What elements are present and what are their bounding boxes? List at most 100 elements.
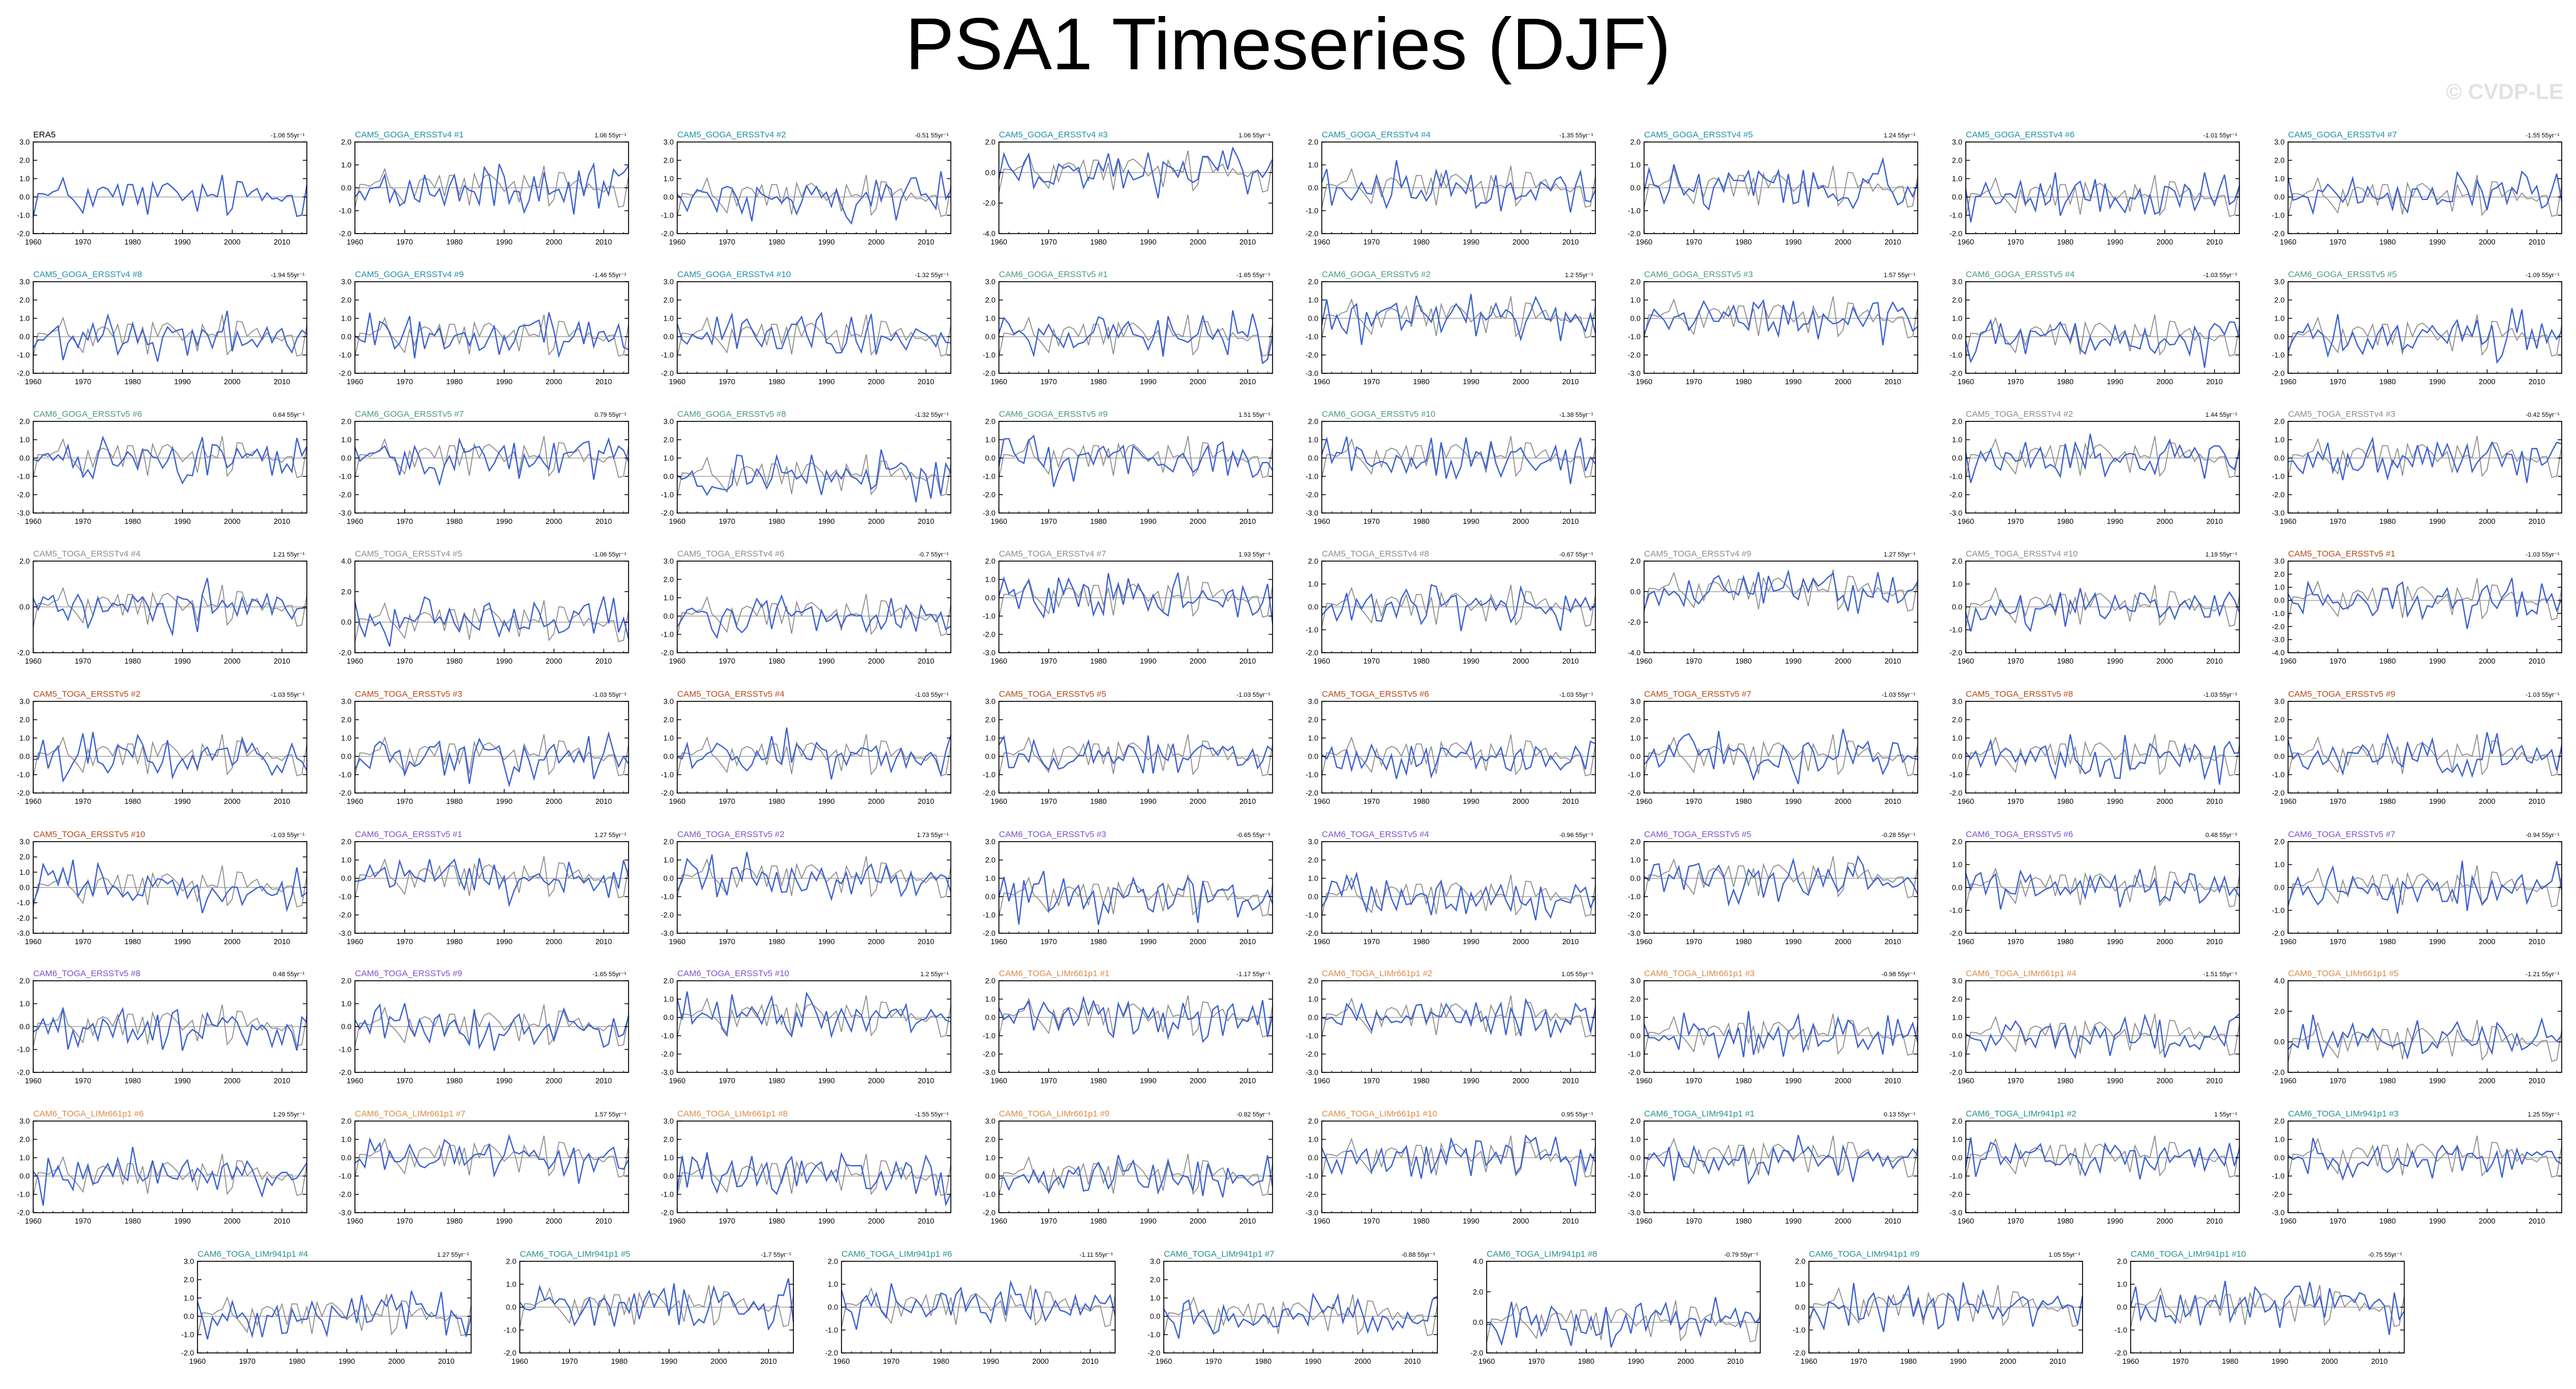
panel-label: CAM5_TOGA_ERSSTv5 #10 bbox=[33, 830, 145, 839]
panel-trend: 0.95 55yr⁻¹ bbox=[1562, 1111, 1594, 1118]
y-tick-label: 2.0 bbox=[985, 296, 995, 305]
panel-label: CAM5_TOGA_ERSSTv5 #9 bbox=[2288, 689, 2395, 699]
y-tick-label: 2.0 bbox=[1952, 716, 1962, 724]
panel-label: CAM6_GOGA_ERSSTv5 #7 bbox=[355, 409, 464, 419]
x-tick-label: 2010 bbox=[274, 797, 290, 806]
member-series-line bbox=[2287, 861, 2563, 914]
panel-label: CAM5_TOGA_ERSSTv5 #8 bbox=[1966, 689, 2073, 699]
x-tick-label: 1990 bbox=[2107, 937, 2123, 946]
x-tick-label: 2010 bbox=[2528, 238, 2545, 246]
x-tick-label: 2000 bbox=[546, 657, 562, 665]
y-tick-label: 1.0 bbox=[1952, 580, 1962, 589]
x-tick-label: 1960 bbox=[991, 937, 1008, 946]
panel-label: CAM6_TOGA_LIMr941p1 #8 bbox=[1487, 1249, 1597, 1259]
x-tick-label: 1970 bbox=[718, 1217, 735, 1225]
y-tick-label: 2.0 bbox=[985, 977, 995, 985]
timeseries-panel: CAM6_TOGA_LIMr941p1 #7 -0.88 55yr⁻¹ 1960 19… bbox=[1148, 1249, 1438, 1366]
y-tick-label: -2.0 bbox=[1628, 911, 1641, 920]
panel-frame bbox=[1163, 1261, 1438, 1354]
y-tick-label: 2.0 bbox=[985, 1135, 995, 1144]
y-tick-label: -1.0 bbox=[1950, 906, 1962, 915]
x-tick-label: 2000 bbox=[1512, 1217, 1529, 1225]
x-tick-label: 1990 bbox=[1627, 1357, 1644, 1366]
obs-series-line bbox=[1965, 1013, 2240, 1056]
y-tick-label: -1.0 bbox=[661, 211, 674, 220]
panel-label: CAM5_TOGA_ERSSTv5 #1 bbox=[2288, 549, 2395, 559]
timeseries-panel: CAM5_GOGA_ERSSTv4 #7 -1.55 55yr⁻¹ 1960 1970… bbox=[2272, 130, 2563, 246]
y-tick-label: 3.0 bbox=[663, 417, 674, 426]
panel-label: CAM5_GOGA_ERSSTv4 #7 bbox=[2288, 130, 2397, 140]
y-tick-label: 0.0 bbox=[2274, 193, 2285, 202]
y-tick-label: 2.0 bbox=[663, 575, 674, 584]
y-tick-label: 1.0 bbox=[19, 1000, 30, 1008]
y-tick-label: -4.0 bbox=[983, 230, 995, 238]
x-tick-label: 1960 bbox=[991, 1076, 1008, 1085]
y-tick-label: 3.0 bbox=[1308, 697, 1318, 706]
x-tick-label: 1990 bbox=[1785, 657, 1801, 665]
obs-series-line bbox=[1965, 734, 2240, 777]
y-tick-label: 1.0 bbox=[663, 856, 674, 865]
panel-trend: -1.03 55yr⁻¹ bbox=[1882, 692, 1915, 699]
x-tick-label: 1970 bbox=[396, 937, 413, 946]
y-tick-label: -2.0 bbox=[661, 230, 674, 238]
x-tick-label: 1980 bbox=[768, 377, 785, 386]
y-tick-label: -1.0 bbox=[661, 771, 674, 779]
panel-label: CAM6_TOGA_LIMr941p1 #5 bbox=[520, 1249, 630, 1259]
y-tick-label: 1.0 bbox=[1308, 580, 1318, 589]
x-tick-label: 1980 bbox=[1735, 937, 1752, 946]
panel-frame bbox=[1643, 1120, 1918, 1213]
y-tick-label: -1.0 bbox=[339, 893, 351, 901]
x-tick-label: 2000 bbox=[2479, 937, 2495, 946]
member-series-line bbox=[33, 732, 307, 783]
y-tick-label: -2.0 bbox=[17, 369, 30, 378]
member-series-line bbox=[1965, 1013, 2240, 1060]
timeseries-panel: CAM6_TOGA_LIMr661p1 #2 1.05 55yr⁻¹ 1960 197… bbox=[1306, 969, 1597, 1085]
y-tick-label: -2.0 bbox=[661, 649, 674, 657]
y-tick-label: -2.0 bbox=[17, 230, 30, 238]
obs-series-line bbox=[1321, 296, 1596, 339]
y-tick-label: -2.0 bbox=[825, 1349, 838, 1358]
y-tick-label: -2.0 bbox=[1950, 491, 1962, 499]
y-tick-label: 0.0 bbox=[1952, 752, 1962, 761]
y-tick-label: 2.0 bbox=[985, 716, 995, 724]
y-tick-label: -2.0 bbox=[17, 649, 30, 657]
y-tick-label: 1.0 bbox=[1795, 1280, 1805, 1289]
member-series-line bbox=[677, 851, 952, 902]
y-tick-label: 2.0 bbox=[1952, 296, 1962, 305]
x-tick-label: 1990 bbox=[2429, 1076, 2445, 1085]
member-series-line bbox=[998, 870, 1274, 925]
y-tick-label: -3.0 bbox=[339, 1209, 351, 1217]
member-series-line bbox=[354, 437, 630, 487]
x-tick-label: 1980 bbox=[1900, 1357, 1917, 1366]
y-tick-label: 0.0 bbox=[2274, 454, 2285, 463]
panel-label: CAM6_GOGA_ERSSTv5 #10 bbox=[1322, 409, 1435, 419]
y-tick-label: -2.0 bbox=[983, 369, 995, 378]
timeseries-panel: CAM6_TOGA_LIMr661p1 #9 -0.82 55yr⁻¹ 1960 19… bbox=[983, 1109, 1274, 1225]
panel-frame bbox=[2287, 281, 2562, 374]
y-tick-label: 1.0 bbox=[341, 1135, 351, 1144]
panel-label: CAM6_TOGA_ERSSTv5 #6 bbox=[1966, 830, 2073, 839]
member-series-line bbox=[32, 859, 307, 914]
y-tick-label: -1.0 bbox=[983, 911, 995, 920]
y-tick-label: -2.0 bbox=[1471, 1349, 1483, 1358]
y-tick-label: 2.0 bbox=[19, 156, 30, 165]
x-tick-label: 2010 bbox=[2528, 797, 2545, 806]
x-tick-label: 2010 bbox=[595, 657, 612, 665]
panel-frame bbox=[33, 1120, 307, 1213]
member-series-line bbox=[32, 578, 307, 637]
panel-frame bbox=[2287, 141, 2562, 234]
panel-trend: 0.64 55yr⁻¹ bbox=[273, 412, 305, 419]
y-tick-label: -2.0 bbox=[983, 199, 995, 207]
y-tick-label: -1.0 bbox=[17, 351, 30, 360]
x-tick-label: 1990 bbox=[818, 377, 835, 386]
x-tick-label: 2000 bbox=[546, 1076, 562, 1085]
panel-label: CAM5_TOGA_ERSSTv4 #3 bbox=[2288, 409, 2395, 419]
x-tick-label: 2010 bbox=[1239, 377, 1256, 386]
obs-series-line bbox=[354, 436, 629, 479]
timeseries-panel: CAM6_TOGA_LIMr941p1 #2 1 55yr⁻¹ 1960 1970 19… bbox=[1950, 1109, 2241, 1225]
x-tick-label: 1970 bbox=[1850, 1357, 1867, 1366]
obs-series-line bbox=[1808, 1285, 2083, 1328]
y-tick-label: -3.0 bbox=[2272, 1209, 2285, 1217]
x-tick-label: 1980 bbox=[1413, 377, 1429, 386]
panel-frame bbox=[1321, 1120, 1596, 1213]
